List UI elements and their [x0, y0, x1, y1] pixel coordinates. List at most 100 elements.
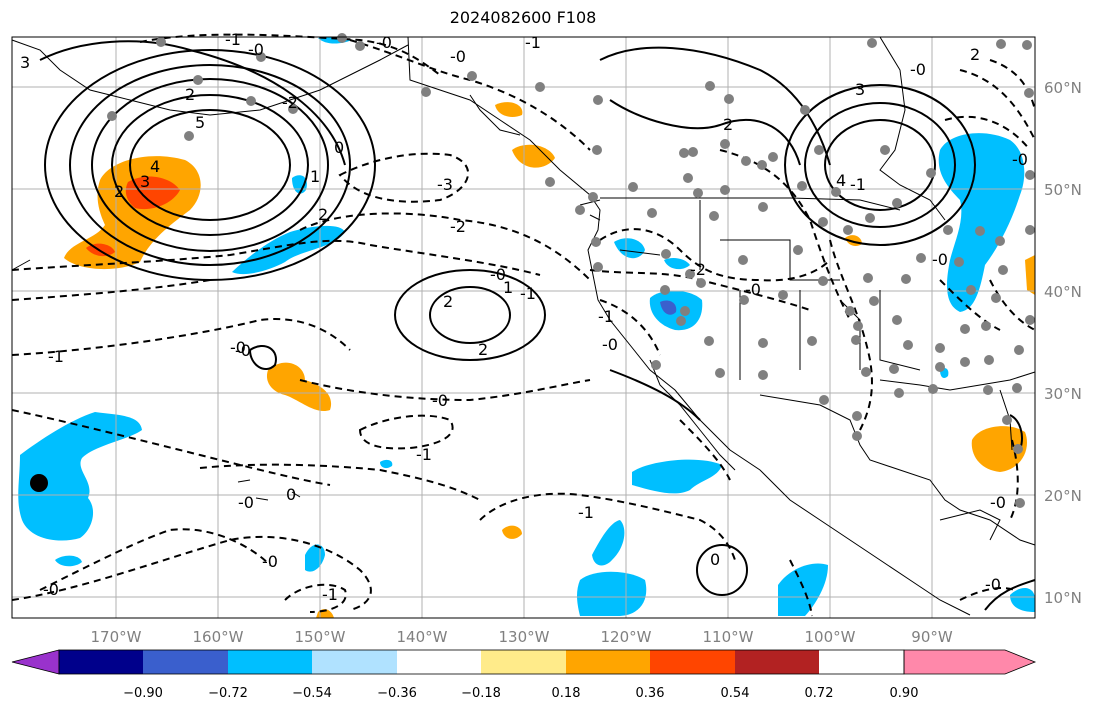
- contour-label: -1: [578, 503, 594, 522]
- lat-label: 60°N: [1044, 79, 1082, 97]
- contour-label: 2: [970, 45, 980, 64]
- colorbar-tick-label: −0.18: [461, 686, 501, 701]
- strong-negative-anomaly-region: [660, 300, 677, 315]
- contour-label: -0: [262, 552, 278, 571]
- contour-label: -0: [248, 40, 264, 59]
- station-dots: [107, 33, 1035, 508]
- colorbar-segment: [735, 650, 819, 674]
- negative-anomaly-region: [1010, 588, 1035, 612]
- colorbar-tick-label: 0.72: [805, 686, 834, 701]
- contour-label: 2: [114, 182, 124, 201]
- contour-label: -0: [432, 391, 448, 410]
- positive-anomaly-region: [971, 426, 1028, 472]
- contour-label: -1: [416, 445, 432, 464]
- shaded-anomaly-layer: [18, 36, 1035, 618]
- lat-label: 20°N: [1044, 487, 1082, 505]
- colorbar-tick-label: 0.90: [890, 686, 919, 701]
- negative-anomaly-region: [664, 257, 690, 270]
- colorbar-tick-label: 0.54: [721, 686, 750, 701]
- contour-label: -2: [690, 260, 706, 279]
- colorbar-segment: [143, 650, 228, 674]
- colorbar-segment: [312, 650, 397, 674]
- negative-anomaly-region: [577, 571, 647, 616]
- negative-anomaly-region: [614, 238, 645, 259]
- contour-label: -1: [598, 307, 614, 326]
- lon-label: 110°W: [703, 628, 754, 646]
- contour-label: -0: [1012, 150, 1028, 169]
- lon-label: 130°W: [499, 628, 550, 646]
- negative-anomaly-region: [938, 133, 1025, 312]
- colorbar-extend-min: [11, 649, 60, 675]
- positive-anomaly-region: [266, 362, 332, 412]
- contour-label: -1: [322, 585, 338, 604]
- colorbar-segment: [566, 650, 650, 674]
- negative-anomaly-region: [232, 225, 345, 275]
- colorbar-tick-label: 0.18: [552, 686, 581, 701]
- contour-label: 2: [185, 85, 195, 104]
- contour-label: -0: [230, 338, 246, 357]
- colorbar-extend-max: [903, 649, 1037, 675]
- colorbar-tick-label: 0.36: [636, 686, 665, 701]
- positive-anomaly-region: [1025, 255, 1035, 295]
- contour-label: 1: [310, 167, 320, 186]
- contour-labels: 3 2 -0 -1 5 4 3 2 -2 -0 -1 0 1 -0 -3 -2 …: [20, 30, 1028, 604]
- contour-label: 4: [150, 157, 160, 176]
- contour-label: 2: [723, 115, 733, 134]
- colorbar-outline: [58, 649, 905, 675]
- negative-anomaly-region: [380, 459, 393, 469]
- contour-label: 1: [503, 278, 513, 297]
- longitude-labels: 170°W 160°W 150°W 140°W 130°W 120°W 110°…: [91, 628, 953, 646]
- colorbar-tick-label: −0.54: [292, 686, 332, 701]
- colorbar-segment: [59, 650, 143, 674]
- colorbar: [11, 649, 1037, 675]
- positive-contours: [39, 40, 1036, 611]
- contour-label: -0: [490, 265, 506, 284]
- contour-label: 3: [140, 172, 150, 191]
- marker-dot: [30, 474, 48, 492]
- negative-anomaly-region: [592, 520, 625, 566]
- lon-label: 100°W: [805, 628, 856, 646]
- colorbar-segment: [650, 650, 735, 674]
- negative-anomaly-region: [778, 563, 828, 616]
- contour-label: -0: [43, 580, 59, 599]
- lat-label: 30°N: [1044, 385, 1082, 403]
- positive-anomaly-region: [495, 102, 523, 117]
- contour-label: 3: [20, 53, 30, 72]
- contour-label: -2: [450, 217, 466, 236]
- contour-label: 0: [286, 485, 296, 504]
- contour-label: -0: [238, 493, 254, 512]
- lon-label: 120°W: [601, 628, 652, 646]
- contour-label: -2: [282, 93, 298, 112]
- map-title: 2024082600 F108: [449, 8, 597, 27]
- contour-label: -0: [450, 47, 466, 66]
- lon-label: 140°W: [397, 628, 448, 646]
- colorbar-segment: [481, 650, 566, 674]
- contour-label: -1: [225, 30, 241, 49]
- graticule: [12, 37, 1035, 618]
- lon-label: 170°W: [91, 628, 142, 646]
- contour-label: 0: [710, 550, 720, 569]
- contour-label: -1: [525, 33, 541, 52]
- contour-label: -1: [520, 284, 536, 303]
- contour-label: 5: [195, 113, 205, 132]
- contour-label: -0: [910, 60, 926, 79]
- colorbar-tick-label: −0.72: [208, 686, 248, 701]
- contour-label: -1: [48, 347, 64, 366]
- negative-anomaly-region: [632, 459, 722, 494]
- contour-label: -0: [932, 250, 948, 269]
- contour-label: -1: [850, 175, 866, 194]
- negative-anomaly-region: [55, 555, 82, 567]
- contour-label: 2: [318, 205, 328, 224]
- contour-label: -0: [376, 33, 392, 52]
- colorbar-tick-label: −0.90: [123, 686, 163, 701]
- positive-anomaly-region: [502, 525, 522, 539]
- negative-anomaly-region: [305, 544, 325, 572]
- contour-label: 2: [443, 292, 453, 311]
- strong-positive-anomaly-region: [125, 176, 180, 210]
- contour-label: 2: [478, 340, 488, 359]
- contour-label: 0: [334, 138, 344, 157]
- lat-label: 50°N: [1044, 181, 1082, 199]
- colorbar-segment: [228, 650, 312, 674]
- lat-label: 10°N: [1044, 589, 1082, 607]
